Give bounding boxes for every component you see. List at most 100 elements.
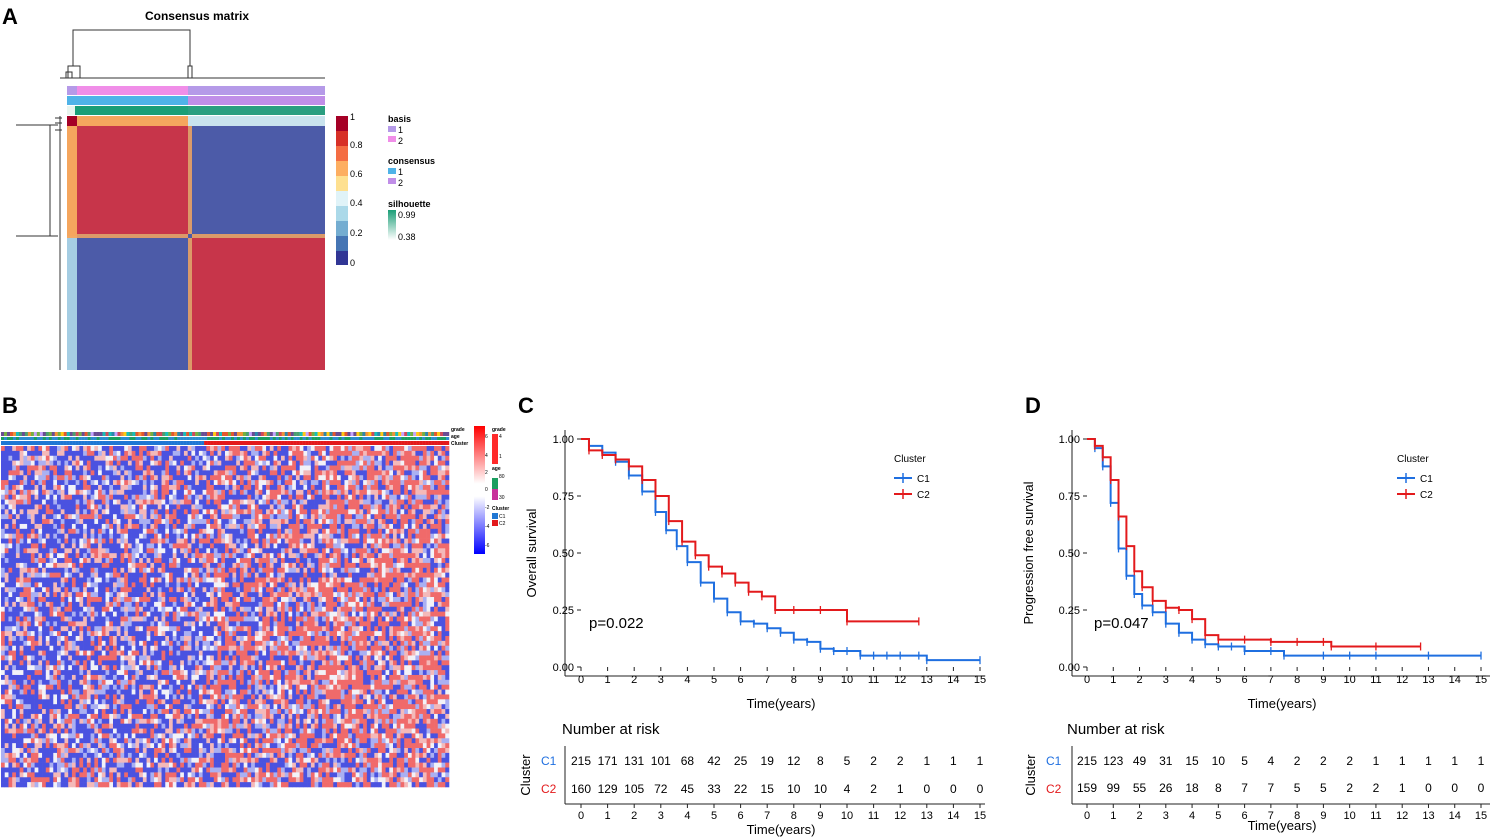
heatmap-cell: [165, 480, 170, 486]
heatmap-cell: [142, 587, 147, 593]
heatmap-cell: [116, 626, 121, 632]
heatmap-cell: [135, 582, 140, 588]
heatmap-cell: [42, 509, 47, 515]
heatmap-cell: [75, 572, 80, 578]
heatmap-cell: [27, 499, 32, 505]
heatmap-cell: [228, 504, 233, 510]
heatmap-cell: [135, 709, 140, 715]
heatmap-cell: [232, 446, 237, 452]
heatmap-cell: [142, 650, 147, 656]
heatmap-cell: [217, 713, 222, 720]
heatmap-cell: [131, 694, 136, 700]
cluster-annotation-cell: [6, 441, 11, 445]
heatmap-cell: [90, 635, 95, 642]
heatmap-cell: [71, 782, 76, 788]
heatmap-cell: [202, 592, 207, 598]
heatmap-cell: [57, 446, 62, 452]
heatmap-cell: [8, 460, 13, 466]
heatmap-cell: [12, 772, 17, 778]
heatmap-cell: [83, 684, 88, 690]
heatmap-cell: [221, 684, 226, 690]
heatmap-cell: [210, 606, 215, 612]
heatmap-cell: [198, 772, 203, 778]
heatmap-cell: [169, 509, 174, 515]
heatmap-cell: [83, 616, 88, 622]
heatmap-cell: [236, 694, 241, 700]
heatmap-cell: [60, 757, 65, 763]
cluster-annotation-cell: [410, 441, 414, 445]
heatmap-cell: [45, 455, 50, 461]
heatmap-cell: [161, 757, 166, 763]
heatmap-cell: [161, 762, 166, 768]
heatmap-cell: [124, 699, 129, 705]
heatmap-cell: [131, 562, 136, 569]
heatmap-cell: [221, 738, 226, 744]
colorbar-tick: 0.6: [350, 169, 363, 179]
heatmap-cell: [187, 523, 192, 530]
heatmap-cell: [64, 718, 69, 724]
heatmap-cell: [142, 484, 147, 491]
heatmap-cell: [113, 460, 118, 466]
cluster-annotation-cell: [189, 441, 193, 445]
age-annotation-cell: [135, 437, 139, 440]
heatmap-cell: [38, 684, 43, 690]
heatmap-cell: [71, 748, 76, 754]
heatmap-cell: [206, 738, 211, 744]
heatmap-cell: [232, 782, 237, 788]
heatmap-cell: [23, 597, 28, 603]
heatmap-cell: [4, 655, 9, 661]
heatmap-cell: [195, 587, 200, 593]
grade-annotation-cell: [227, 432, 232, 436]
heatmap-cell: [83, 587, 88, 593]
heatmap-cell: [116, 689, 121, 695]
heatmap-cell: [232, 723, 237, 729]
heatmap-cell: [210, 743, 215, 749]
heatmap-cell: [75, 562, 80, 569]
heatmap-cell: [1, 645, 6, 651]
heatmap-cell: [12, 655, 17, 661]
heatmap-cell: [15, 543, 20, 549]
heatmap-cell: [109, 621, 114, 627]
heatmap-cell: [187, 679, 192, 685]
heatmap-cell: [202, 519, 207, 525]
heatmap-cell: [198, 782, 203, 788]
heatmap-cell: [57, 777, 62, 783]
heatmap-cell: [109, 738, 114, 744]
heatmap-cell: [165, 528, 170, 534]
heatmap-cell: [139, 626, 144, 632]
heatmap-cell: [86, 650, 91, 656]
heatmap-cell: [75, 772, 80, 778]
heatmap-cell: [15, 446, 20, 452]
heatmap-cell: [116, 553, 121, 559]
heatmap-cell: [75, 499, 80, 505]
heatmap-cell: [146, 484, 151, 491]
grade-annotation-cell: [51, 432, 55, 436]
heatmap-cell: [75, 684, 80, 690]
heatmap-cell: [198, 728, 203, 734]
heatmap-cell: [94, 713, 99, 720]
heatmap-cell: [210, 713, 215, 720]
heatmap-cell: [139, 631, 144, 637]
heatmap-cell: [165, 562, 170, 569]
heatmap-cell: [169, 670, 174, 676]
heatmap-cell: [109, 713, 114, 720]
heatmap-cell: [165, 782, 170, 788]
age-annotation-cell: [371, 437, 375, 440]
heatmap-cell: [146, 582, 151, 588]
heatmap-cell: [98, 743, 103, 749]
heatmap-cell: [60, 660, 65, 666]
heatmap-cell: [169, 470, 174, 476]
heatmap-cell: [169, 704, 174, 710]
heatmap-cell: [146, 562, 151, 569]
heatmap-cell: [109, 480, 114, 486]
heatmap-cell: [127, 748, 132, 754]
heatmap-cell: [198, 621, 203, 627]
heatmap-cell: [116, 757, 121, 763]
heatmap-cell: [206, 558, 211, 564]
heatmap-cell: [53, 670, 58, 676]
heatmap-cell: [195, 660, 200, 666]
heatmap-cell: [135, 704, 140, 710]
heatmap-cell: [225, 655, 230, 661]
heatmap-cell: [45, 626, 50, 632]
heatmap-cell: [213, 523, 218, 530]
